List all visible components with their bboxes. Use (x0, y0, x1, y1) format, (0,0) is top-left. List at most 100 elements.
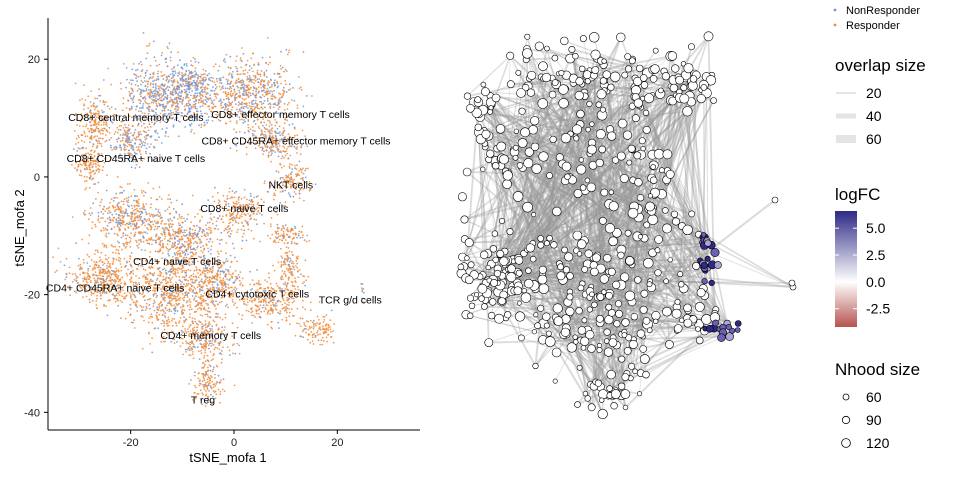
scatter-point (126, 135, 129, 138)
scatter-point (278, 327, 280, 329)
scatter-point (105, 189, 108, 192)
scatter-point (290, 242, 293, 245)
scatter-point (254, 96, 257, 99)
scatter-point (118, 207, 120, 210)
scatter-point (169, 100, 172, 103)
scatter-point (87, 107, 90, 110)
scatter-point (205, 224, 207, 227)
scatter-point (163, 223, 166, 225)
scatter-point (251, 132, 254, 135)
scatter-point (97, 191, 100, 194)
scatter-point (259, 75, 262, 77)
scatter-point (283, 165, 285, 168)
scatter-point (179, 231, 182, 234)
scatter-point (219, 100, 222, 102)
scatter-point (134, 231, 137, 234)
scatter-point (271, 93, 274, 96)
scatter-point (147, 223, 150, 226)
scatter-point (90, 149, 93, 152)
scatter-point (195, 295, 197, 298)
scatter-point (201, 271, 204, 274)
scatter-point (106, 105, 109, 108)
scatter-point (306, 234, 309, 237)
scatter-point (171, 246, 173, 249)
scatter-point (126, 241, 129, 244)
scatter-point (198, 75, 200, 78)
scatter-point (255, 88, 258, 90)
scatter-point (106, 217, 109, 220)
scatter-point (83, 141, 86, 143)
scatter-point (168, 220, 170, 223)
scatter-point (204, 103, 207, 106)
scatter-point (102, 99, 105, 102)
scatter-point (157, 303, 160, 306)
scatter-point (183, 270, 186, 272)
scatter-point (128, 107, 131, 110)
scatter-point (91, 165, 94, 168)
scatter-point (247, 126, 250, 129)
scatter-point (118, 125, 121, 127)
scatter-point (227, 66, 230, 69)
scatter-point (237, 104, 240, 106)
scatter-point (192, 79, 195, 82)
scatter-point (188, 276, 191, 279)
scatter-point (237, 81, 240, 84)
scatter-point (188, 107, 190, 110)
scatter-point (116, 197, 118, 199)
scatter-point (97, 215, 100, 218)
scatter-point (75, 275, 78, 277)
scatter-point (263, 150, 265, 153)
scatter-point (162, 93, 165, 95)
scatter-point (179, 100, 181, 103)
scatter-point (159, 99, 162, 102)
scatter-point (120, 125, 122, 127)
scatter-point (171, 84, 174, 87)
scatter-point (88, 234, 91, 237)
scatter-point (89, 214, 92, 217)
scatter-point (202, 76, 205, 79)
scatter-point (276, 80, 278, 83)
scatter-point (277, 132, 280, 135)
scatter-point (235, 55, 238, 58)
scatter-point (157, 87, 160, 90)
scatter-point (167, 250, 170, 253)
scatter-point (158, 307, 161, 309)
scatter-point (201, 216, 204, 218)
scatter-point (249, 283, 252, 286)
scatter-point (221, 85, 224, 88)
scatter-point (88, 298, 91, 301)
scatter-point (104, 234, 107, 237)
scatter-point (145, 213, 148, 216)
scatter-point (257, 125, 260, 128)
scatter-point (140, 110, 142, 113)
scatter-point (177, 72, 180, 75)
scatter-point (183, 105, 186, 108)
scatter-point (164, 233, 166, 236)
scatter-point (200, 301, 203, 304)
scatter-point (178, 86, 181, 89)
scatter-point (261, 130, 263, 133)
scatter-point (137, 75, 140, 78)
scatter-point (117, 304, 120, 307)
scatter-point (204, 70, 207, 72)
scatter-point (139, 239, 142, 241)
scatter-point (279, 235, 282, 237)
scatter-point (137, 146, 140, 148)
scatter-point (248, 105, 251, 107)
scatter-point (242, 72, 245, 75)
scatter-point (116, 140, 119, 143)
scatter-point (211, 120, 214, 122)
scatter-point (137, 85, 140, 87)
scatter-point (107, 232, 110, 235)
scatter-point (169, 93, 172, 95)
scatter-point (186, 112, 189, 115)
scatter-point (223, 58, 226, 60)
scatter-point (130, 237, 132, 240)
scatter-point (194, 215, 196, 218)
scatter-point (257, 86, 260, 88)
scatter-point (119, 299, 122, 302)
scatter-point (140, 120, 143, 123)
scatter-point (131, 79, 134, 82)
scatter-point (173, 118, 176, 121)
scatter-point (275, 231, 277, 234)
